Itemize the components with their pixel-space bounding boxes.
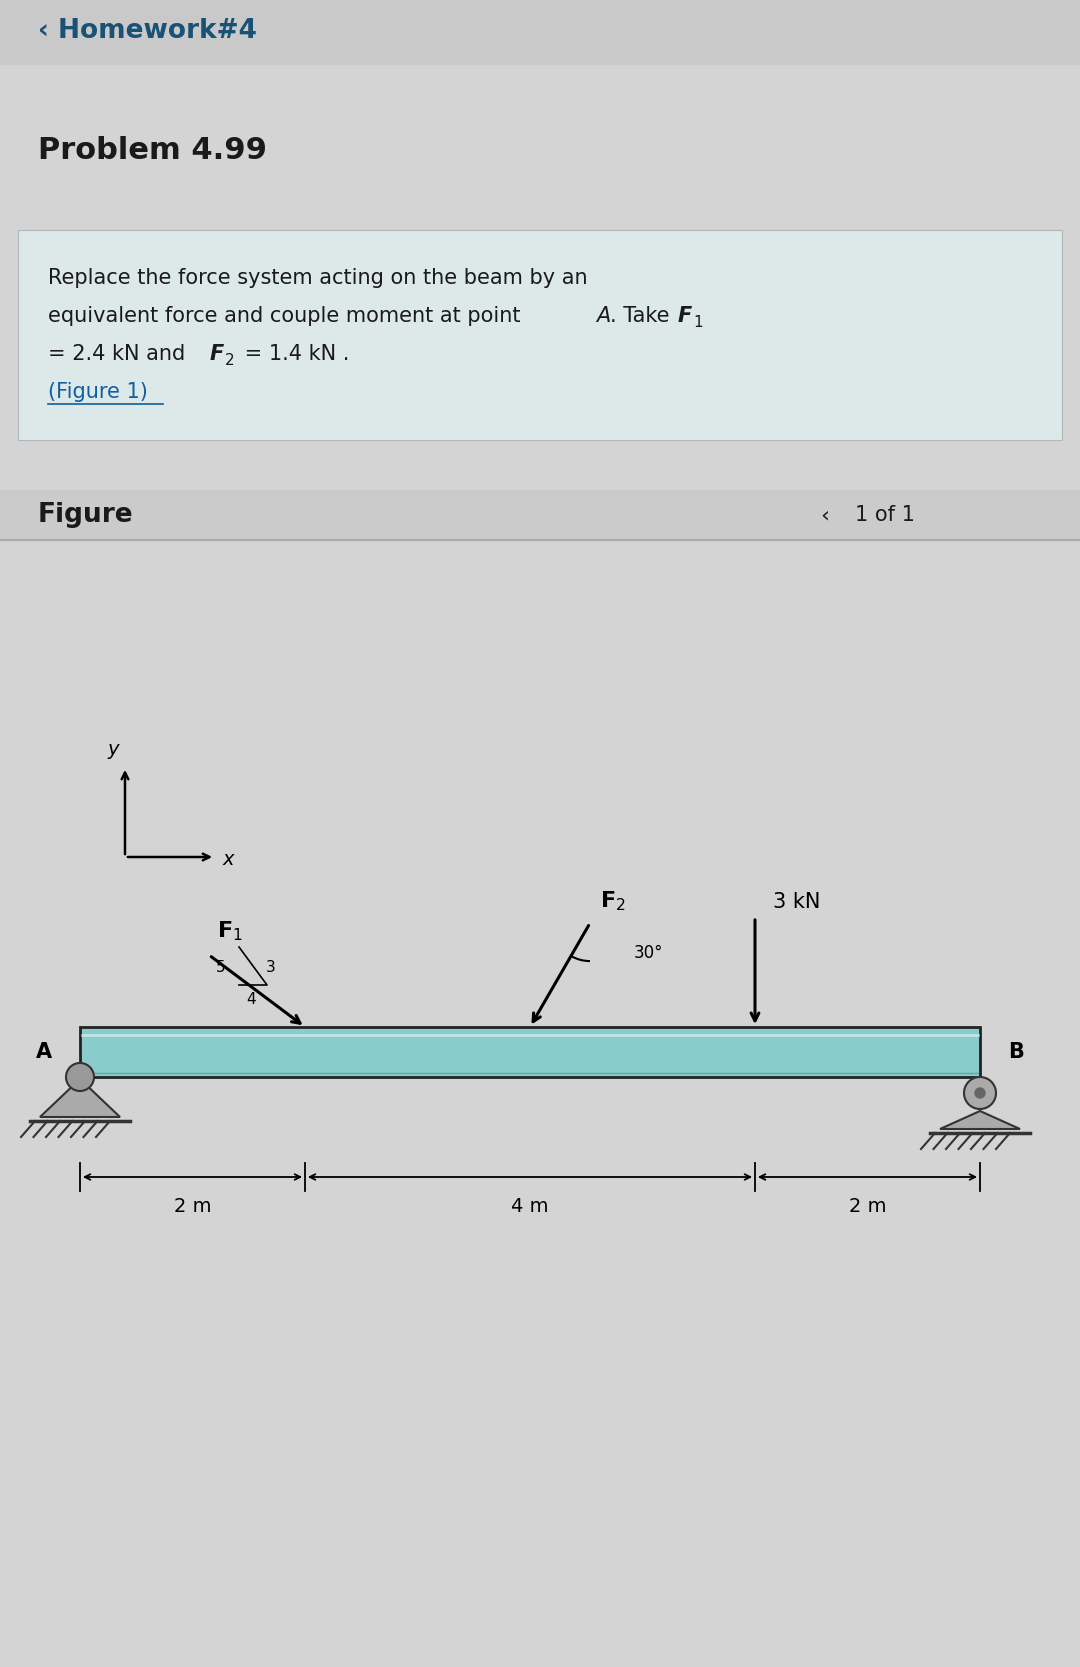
Text: x: x — [222, 850, 234, 869]
Text: B: B — [1008, 1042, 1024, 1062]
Text: F: F — [678, 307, 692, 327]
Text: A: A — [36, 1042, 52, 1062]
Text: F: F — [210, 343, 225, 363]
Text: 2 m: 2 m — [174, 1197, 212, 1215]
Text: 2: 2 — [225, 352, 234, 367]
Circle shape — [964, 1077, 996, 1109]
Text: 30°: 30° — [634, 944, 663, 962]
Text: equivalent force and couple moment at point: equivalent force and couple moment at po… — [48, 307, 527, 327]
Polygon shape — [40, 1079, 120, 1117]
Text: = 1.4 kN .: = 1.4 kN . — [238, 343, 349, 363]
Polygon shape — [940, 1110, 1020, 1129]
Text: 3 kN: 3 kN — [773, 892, 821, 912]
Bar — [80, 1027, 980, 1077]
Text: ‹ Homework#4: ‹ Homework#4 — [38, 18, 257, 45]
Bar — [0, 490, 1080, 540]
Text: Problem 4.99: Problem 4.99 — [38, 135, 267, 165]
Text: Figure: Figure — [38, 502, 134, 528]
Text: 4 m: 4 m — [511, 1197, 549, 1215]
Text: (Figure 1): (Figure 1) — [48, 382, 148, 402]
Text: 1: 1 — [693, 315, 703, 330]
Text: = 2.4 kN and: = 2.4 kN and — [48, 343, 192, 363]
Circle shape — [66, 1064, 94, 1090]
Bar — [0, 0, 1080, 65]
Circle shape — [975, 1089, 985, 1099]
Text: Replace the force system acting on the beam by an: Replace the force system acting on the b… — [48, 268, 588, 288]
Text: $\mathbf{F}_2$: $\mathbf{F}_2$ — [600, 890, 625, 914]
Text: 5: 5 — [216, 960, 226, 975]
Text: 1 of 1: 1 of 1 — [855, 505, 915, 525]
Text: y: y — [107, 740, 119, 758]
Bar — [18, 230, 1062, 440]
Text: ‹: ‹ — [820, 505, 829, 525]
Text: 4: 4 — [246, 992, 256, 1007]
Text: . Take: . Take — [610, 307, 676, 327]
Text: A: A — [596, 307, 610, 327]
Text: 3: 3 — [266, 960, 275, 975]
Text: $\mathbf{F}_1$: $\mathbf{F}_1$ — [217, 920, 243, 944]
Text: 2 m: 2 m — [849, 1197, 887, 1215]
